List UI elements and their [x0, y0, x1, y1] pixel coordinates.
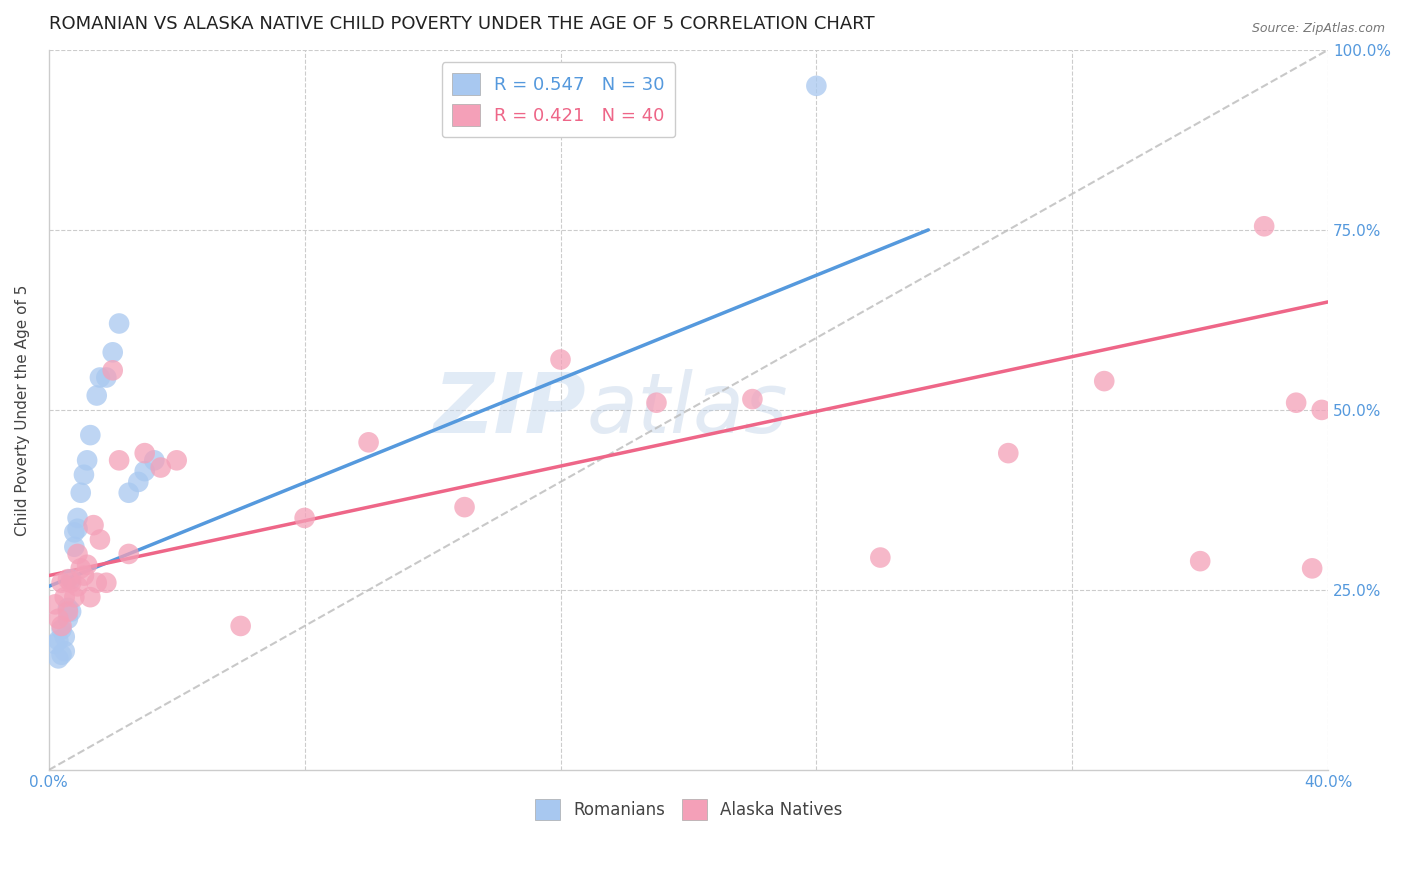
Point: [60, 605, 83, 619]
Text: Source: ZipAtlas.com: Source: ZipAtlas.com: [1251, 22, 1385, 36]
Point: [63, 525, 86, 540]
Point: [51, 619, 73, 633]
Point: [96, 575, 118, 590]
Point: [645, 395, 668, 409]
Point: [1301, 561, 1323, 575]
Point: [53, 644, 76, 658]
Point: [79, 590, 101, 604]
Point: [79, 428, 101, 442]
Text: ROMANIAN VS ALASKA NATIVE CHILD POVERTY UNDER THE AGE OF 5 CORRELATION CHART: ROMANIAN VS ALASKA NATIVE CHILD POVERTY …: [49, 15, 875, 33]
Point: [63, 540, 86, 554]
Point: [89, 370, 111, 384]
Point: [294, 511, 316, 525]
Point: [66, 511, 89, 525]
Legend: Romanians, Alaska Natives: Romanians, Alaska Natives: [529, 793, 849, 827]
Point: [86, 575, 108, 590]
Point: [1092, 374, 1115, 388]
Point: [56, 601, 79, 615]
Point: [997, 446, 1019, 460]
Point: [134, 446, 156, 460]
Point: [86, 388, 108, 402]
Point: [53, 630, 76, 644]
Point: [63, 590, 86, 604]
Point: [127, 475, 149, 489]
Point: [76, 453, 98, 467]
Text: ZIP: ZIP: [433, 369, 586, 450]
Point: [53, 590, 76, 604]
Point: [550, 78, 572, 93]
Point: [1285, 395, 1308, 409]
Point: [453, 500, 475, 515]
Point: [550, 352, 572, 367]
Point: [1189, 554, 1212, 568]
Point: [108, 317, 131, 331]
Point: [69, 485, 91, 500]
Y-axis label: Child Poverty Under the Age of 5: Child Poverty Under the Age of 5: [15, 285, 30, 535]
Point: [96, 370, 118, 384]
Point: [1253, 219, 1275, 234]
Point: [134, 464, 156, 478]
Point: [1310, 403, 1333, 417]
Point: [66, 579, 89, 593]
Point: [66, 547, 89, 561]
Point: [69, 561, 91, 575]
Point: [166, 453, 188, 467]
Point: [73, 568, 96, 582]
Point: [51, 648, 73, 662]
Point: [44, 637, 66, 651]
Point: [101, 363, 124, 377]
Point: [806, 78, 828, 93]
Point: [56, 605, 79, 619]
Point: [56, 612, 79, 626]
Point: [51, 623, 73, 637]
Point: [60, 572, 83, 586]
Point: [60, 575, 83, 590]
Point: [357, 435, 380, 450]
Point: [741, 392, 763, 406]
Point: [108, 453, 131, 467]
Point: [51, 575, 73, 590]
Point: [869, 550, 891, 565]
Point: [46, 633, 69, 648]
Point: [118, 485, 141, 500]
Point: [149, 460, 172, 475]
Point: [46, 612, 69, 626]
Point: [56, 572, 79, 586]
Point: [46, 651, 69, 665]
Point: [143, 453, 166, 467]
Point: [89, 533, 111, 547]
Text: atlas: atlas: [586, 369, 787, 450]
Point: [229, 619, 252, 633]
Point: [73, 467, 96, 482]
Point: [66, 522, 89, 536]
Point: [118, 547, 141, 561]
Point: [76, 558, 98, 572]
Point: [101, 345, 124, 359]
Point: [83, 518, 105, 533]
Point: [44, 598, 66, 612]
